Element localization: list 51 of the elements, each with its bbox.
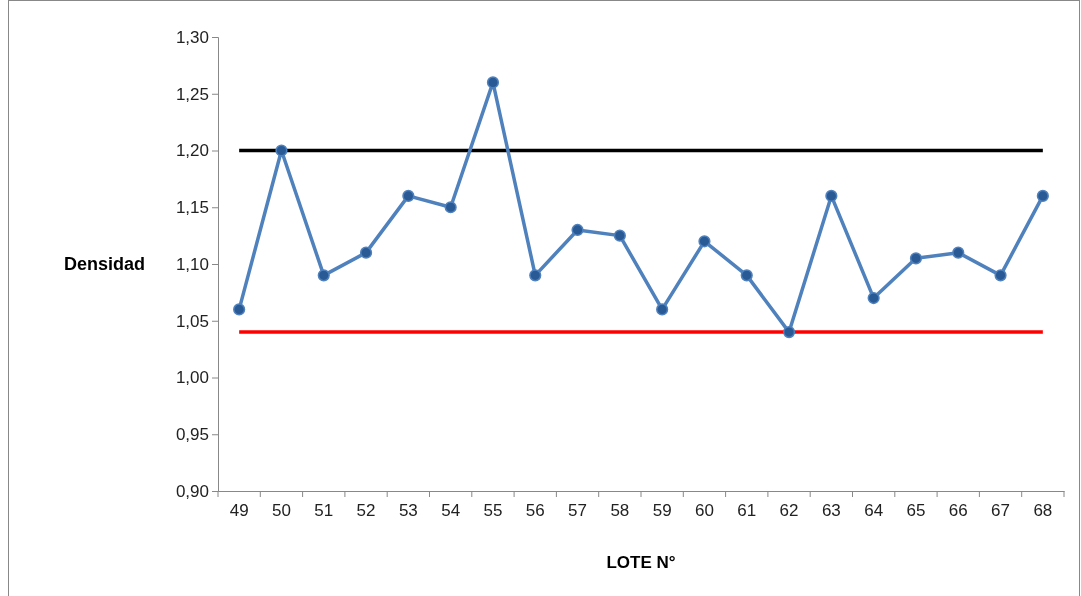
- y-tick-label: 1,00: [175, 368, 209, 388]
- point: [486, 76, 500, 89]
- y-tick-label: 0,90: [175, 481, 209, 501]
- x-tick-label: 53: [398, 501, 418, 521]
- x-tick-label: 67: [991, 501, 1011, 521]
- point: [825, 189, 838, 202]
- x-tick-label: 65: [906, 501, 926, 521]
- point: [698, 235, 711, 248]
- x-tick-label: 55: [483, 501, 503, 521]
- y-tick-label: 1,20: [175, 141, 209, 161]
- point: [782, 326, 796, 339]
- x-tick-label: 54: [441, 501, 461, 521]
- point: [1036, 189, 1049, 202]
- point: [740, 269, 753, 282]
- point: [952, 246, 965, 259]
- point: [402, 189, 415, 202]
- x-tick-label: 59: [652, 501, 672, 521]
- x-tick-label: 52: [356, 501, 376, 521]
- y-tick-label: 1,30: [175, 27, 209, 47]
- x-tick-label: 63: [821, 501, 841, 521]
- point: [656, 303, 669, 316]
- x-tick-label: 68: [1033, 501, 1053, 521]
- y-tick-label: 1,25: [175, 84, 209, 104]
- point: [233, 303, 246, 316]
- point: [909, 252, 923, 265]
- point: [444, 201, 457, 214]
- y-axis-title: Densidad: [63, 254, 145, 274]
- x-tick-label: 60: [694, 501, 714, 521]
- x-tick-label: 66: [948, 501, 968, 521]
- x-axis-title: LOTE N°: [606, 553, 676, 572]
- point: [994, 269, 1007, 282]
- point: [317, 269, 330, 282]
- x-tick-label: 51: [314, 501, 334, 521]
- y-tick-label: 1,15: [175, 198, 209, 218]
- point: [867, 291, 880, 305]
- x-tick-label: 49: [229, 501, 249, 521]
- x-tick-label: 50: [271, 501, 291, 521]
- x-tick-label: 57: [568, 501, 588, 521]
- point: [359, 246, 373, 259]
- x-tick-label: 64: [864, 501, 884, 521]
- point: [275, 144, 288, 157]
- x-tick-label: 58: [610, 501, 630, 521]
- x-tick-label: 62: [779, 501, 799, 521]
- point: [613, 229, 626, 242]
- y-tick-label: 1,05: [175, 311, 209, 331]
- point: [529, 269, 542, 282]
- x-tick-label: 56: [525, 501, 545, 521]
- y-tick-label: 0,95: [175, 425, 209, 445]
- point: [571, 223, 584, 237]
- x-tick-label: 61: [737, 501, 757, 521]
- y-tick-label: 1,10: [175, 254, 209, 274]
